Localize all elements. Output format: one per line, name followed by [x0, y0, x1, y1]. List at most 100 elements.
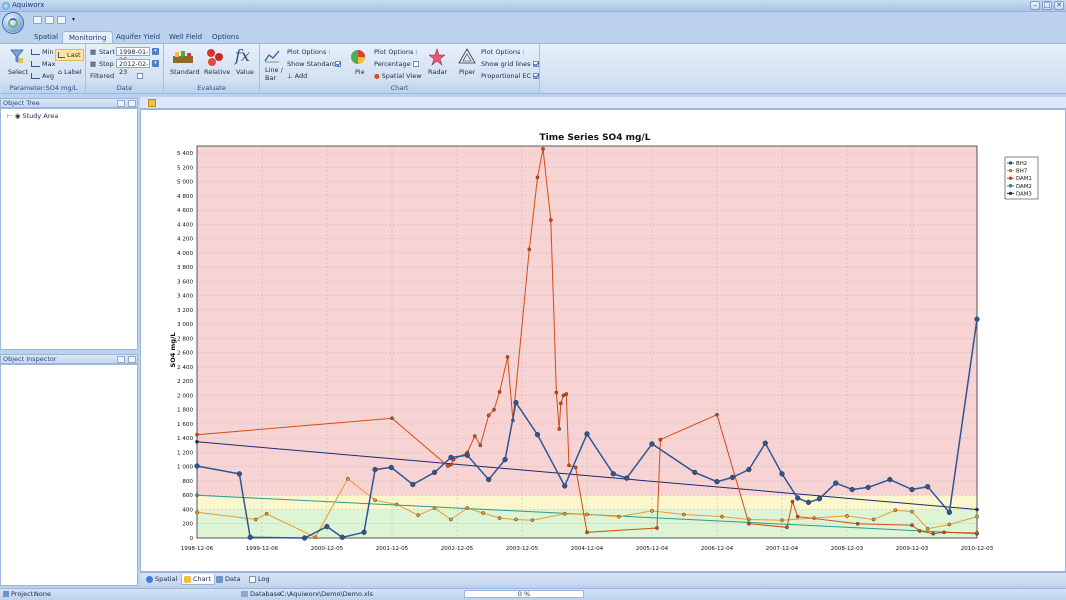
line-bar-icon[interactable]	[264, 49, 280, 65]
data-point-bh2	[865, 484, 871, 491]
progress-bar: 0 %	[464, 590, 584, 598]
tab-view-spatial[interactable]: Spatial	[144, 574, 180, 585]
y-tick-label: 3 400	[177, 294, 193, 300]
save-icon[interactable]	[57, 16, 66, 24]
label-tag-icon: ⌂	[58, 68, 63, 76]
new-file-icon[interactable]	[33, 16, 42, 24]
object-inspector-body	[0, 364, 138, 586]
show-standard-checkbox[interactable]	[335, 61, 341, 67]
value-button[interactable]: Value	[236, 68, 254, 76]
inspector-close-icon[interactable]	[128, 356, 136, 363]
x-tick-label: 2008-12-03	[831, 546, 864, 552]
data-point-dam1	[715, 412, 719, 417]
radar-button[interactable]: Radar	[428, 68, 448, 76]
data-point-bh2	[339, 534, 345, 540]
last-button[interactable]: Last	[55, 49, 84, 61]
project-icon	[3, 591, 9, 597]
tree-item-study-area[interactable]: ⊢ ◉ Study Area	[7, 112, 58, 120]
y-tick-label: 1 400	[177, 436, 193, 442]
application-menu-orb[interactable]	[2, 12, 24, 34]
relative-button[interactable]: Relative	[204, 68, 231, 76]
proportional-ec-checkbox[interactable]	[533, 73, 539, 79]
tab-spatial[interactable]: Spatial	[34, 33, 59, 41]
tab-options[interactable]: Options	[212, 33, 240, 41]
x-tick-label: 2001-12-05	[376, 546, 409, 552]
piper-icon[interactable]	[458, 48, 476, 66]
data-point-dam1	[558, 401, 563, 406]
parameter-group-label: Parameter:SO4 mg/L	[2, 84, 85, 93]
data-point-bh7	[682, 512, 686, 517]
data-point-bh2	[464, 452, 470, 458]
relative-icon[interactable]	[205, 47, 225, 69]
piper-button[interactable]: Piper	[459, 68, 476, 76]
add-button[interactable]: ⊥ Add	[287, 72, 308, 80]
data-point-bh2	[849, 486, 855, 493]
document-tab-strip	[140, 97, 1066, 109]
avg-chart-icon	[31, 73, 40, 79]
data-point-bh2	[247, 534, 253, 540]
tab-view-log[interactable]: Log	[247, 574, 273, 585]
spatial-view-button[interactable]: ● Spatial View	[374, 72, 422, 80]
tab-view-chart[interactable]: Chart	[181, 574, 215, 585]
filtered-checkbox[interactable]	[137, 73, 143, 79]
stop-dropdown-icon[interactable]: ▾	[152, 60, 159, 67]
select-funnel-icon[interactable]	[10, 48, 24, 64]
series-line-dam3	[196, 441, 978, 510]
stop-date-field[interactable]: 2012-02-23	[116, 59, 150, 76]
x-tick-label: 1999-12-06	[246, 546, 279, 552]
panel-close-icon[interactable]	[128, 100, 136, 107]
standard-button[interactable]: Standard	[170, 68, 200, 76]
plot-options-3: Plot Options :	[481, 48, 525, 56]
data-point-bh2	[624, 475, 630, 481]
legend-label: DAM2	[1016, 184, 1032, 190]
panel-pin-icon[interactable]	[117, 100, 125, 107]
app-icon	[2, 2, 10, 10]
min-button[interactable]: Min	[31, 48, 54, 56]
y-tick-label: 4 200	[177, 237, 193, 243]
tab-view-data[interactable]: Data	[214, 574, 244, 585]
data-point-bh2	[562, 483, 568, 489]
open-folder-icon[interactable]	[45, 16, 54, 24]
x-tick-label: 2006-12-04	[701, 546, 734, 552]
y-tick-label: 3 000	[177, 322, 193, 328]
start-dropdown-icon[interactable]: ▾	[152, 48, 159, 55]
percentage-checkbox[interactable]	[413, 61, 419, 67]
tab-well-field[interactable]: Well Field	[169, 33, 203, 41]
data-point-dam1	[931, 531, 936, 536]
close-button[interactable]: ✕	[1054, 1, 1064, 10]
data-point-dam3	[195, 439, 199, 444]
tab-aquifer-yield[interactable]: Aquifer Yield	[116, 33, 161, 41]
data-point-dam1	[564, 392, 569, 396]
data-point-bh2	[714, 479, 720, 485]
add-icon: ⊥	[287, 72, 293, 80]
x-tick-label: 2000-12-05	[311, 546, 344, 552]
max-button[interactable]: Max	[31, 60, 55, 68]
standard-icon[interactable]	[172, 50, 194, 66]
minimize-button[interactable]: –	[1030, 1, 1040, 10]
tree-item-label: Study Area	[22, 112, 59, 120]
start-date-field[interactable]: 1998-01-26	[116, 47, 150, 64]
label-button[interactable]: ⌂ Label	[58, 68, 82, 76]
data-point-dam1	[585, 530, 589, 535]
data-point-dam1	[527, 247, 532, 252]
radar-icon[interactable]	[428, 48, 446, 68]
tab-monitoring[interactable]: Monitoring	[62, 31, 114, 43]
select-button[interactable]: Select	[8, 68, 29, 76]
inspector-pin-icon[interactable]	[117, 356, 125, 363]
legend-swatch-marker	[1008, 161, 1013, 165]
line-bar-button[interactable]: Line / Bar	[265, 66, 283, 82]
data-grid-icon	[216, 576, 223, 583]
pie-button[interactable]: Pie	[355, 68, 365, 76]
value-fx-icon[interactable]: fx	[235, 46, 250, 65]
document-icon[interactable]	[148, 99, 156, 107]
maximize-button[interactable]: □	[1042, 1, 1052, 10]
data-point-bh2	[448, 454, 454, 461]
object-tree-header: Object Tree	[0, 98, 138, 108]
tree-expand-icon[interactable]: ⊢	[7, 112, 13, 120]
y-tick-label: 200	[182, 522, 193, 528]
pie-icon[interactable]	[350, 49, 366, 67]
show-grid-checkbox[interactable]	[533, 61, 539, 67]
quick-access-dropdown-icon[interactable]: ▾	[72, 16, 76, 23]
avg-button[interactable]: Avg	[31, 72, 54, 80]
evaluate-group-label: Evaluate	[164, 84, 259, 93]
